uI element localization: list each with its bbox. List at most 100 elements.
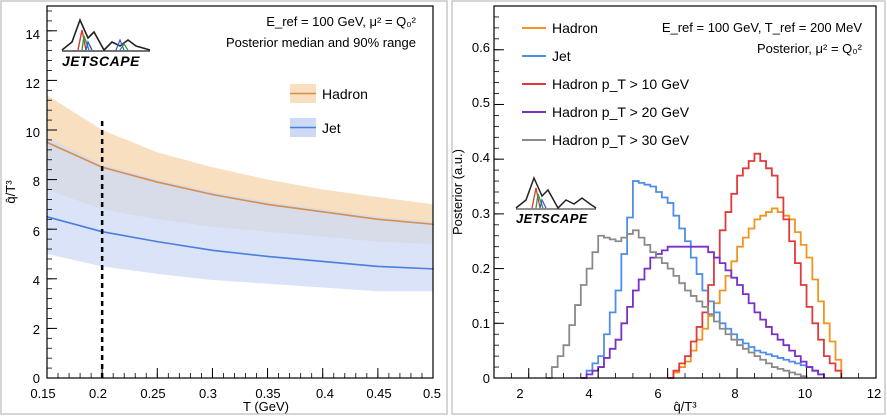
right-axes-layer: [494, 16, 877, 379]
jet-band: [47, 137, 433, 292]
hadron-median-point: [156, 181, 159, 183]
right-ytick-label-3: 0.3: [472, 206, 490, 221]
right-ytick-label-4: 0.4: [472, 150, 490, 165]
jet-histogram-point: [649, 185, 651, 188]
left-ytick-label-1: 2: [33, 322, 40, 337]
right-xtick-label-1: 4: [585, 386, 592, 401]
legend-label-hadron-pt30: Hadron p_T > 30 GeV: [552, 132, 690, 148]
hadron-p-t-30-gev-histogram-point: [614, 240, 617, 242]
left-ytick-label-7: 14: [26, 27, 40, 42]
hadron-p-t-10-gev-histogram-point: [701, 311, 704, 314]
left-bands-layer: [47, 95, 433, 292]
hadron-histogram-point: [701, 328, 704, 330]
hadron-p-t-20-gev-histogram-point: [736, 284, 738, 286]
hadron-p-t-30-gev-histogram-point: [701, 306, 704, 308]
hadron-p-t-10-gev-histogram-point: [753, 153, 756, 155]
right-chart: 2 4 6 8 10 12 0 0.1 0.2 0.3 0.4 0.5 0.6 …: [450, 5, 881, 414]
jet-histogram-point: [771, 355, 773, 357]
hadron-p-t-10-gev-histogram-point: [805, 306, 808, 308]
hadron-p-t-10-gev-histogram-point: [736, 174, 738, 177]
legend-label-hadron-right: Hadron: [552, 20, 598, 36]
hadron-p-t-20-gev-histogram-point: [771, 333, 773, 335]
hadron-p-t-10-gev-histogram-point: [788, 240, 790, 242]
hadron-p-t-30-gev-histogram-point: [649, 251, 651, 253]
left-chart: 0.15 0.2 0.25 0.3 0.35 0.4 0.45 0.5 0 2 …: [3, 5, 441, 414]
hadron-p-t-20-gev-histogram: [580, 245, 825, 379]
right-ytick-label-0: 0: [483, 371, 490, 386]
hadron-p-t-20-gev-histogram-point: [632, 289, 634, 292]
left-ytick-label-4: 8: [33, 174, 40, 189]
hadron-p-t-10-gev-histogram-point: [823, 355, 825, 357]
left-annotation-posterior: Posterior median and 90% range: [226, 35, 416, 50]
hadron-p-t-30-gev-histogram-point: [719, 328, 721, 330]
jet-median-line: [46, 216, 434, 270]
left-ytick-label-5: 10: [26, 125, 40, 140]
left-ytick-label-0: 0: [33, 371, 40, 386]
right-xtick-label-2: 6: [654, 386, 661, 401]
right-xtick-label-0: 2: [516, 386, 523, 401]
hadron-p-t-20-gev-histogram-point: [753, 311, 756, 314]
right-lines-layer: [545, 152, 843, 379]
hadron-p-t-10-gev-histogram-point: [771, 174, 773, 177]
left-ytick-label-2: 4: [33, 273, 40, 288]
hadron-p-t-30-gev-histogram-point: [788, 371, 790, 374]
hadron-histogram-point: [823, 322, 825, 324]
hadron-median-line: [46, 141, 434, 226]
hadron-p-t-30-gev-histogram-point: [736, 344, 738, 346]
left-xtick-label-4: 0.35: [255, 386, 280, 401]
hadron-p-t-30-gev-histogram-point: [580, 284, 582, 286]
left-xtick-label-2: 0.25: [140, 386, 165, 401]
left-plot-frame: [46, 5, 434, 379]
left-ytick-label-3: 6: [33, 224, 40, 239]
left-xtick-label-1: 0.2: [89, 386, 107, 401]
hadron-histogram-point: [771, 207, 773, 210]
hadron-p-t-30-gev-histogram-point: [632, 229, 634, 231]
left-xtick-label-5: 0.4: [316, 386, 334, 401]
jet-histogram-point: [788, 360, 790, 363]
jet-histogram-point: [614, 289, 617, 292]
jet-histogram-point: [632, 180, 634, 182]
right-x-axis-title: q̂/T³: [673, 399, 697, 414]
jet-median-point: [211, 249, 214, 252]
legend-label-hadron-pt10: Hadron p_T > 10 GeV: [552, 76, 690, 92]
hadron-p-t-20-gev-histogram-point: [719, 262, 721, 264]
hadron-median-point: [321, 211, 324, 213]
hadron-histogram-point: [736, 246, 738, 248]
legend-label-hadron: Hadron: [322, 86, 368, 102]
hadron-p-t-20-gev-histogram-point: [701, 246, 704, 248]
hadron-p-t-20-gev-histogram-point: [805, 366, 808, 368]
hadron-median-point: [266, 203, 269, 206]
hadron-p-t-30-gev-histogram-point: [771, 366, 773, 368]
left-xtick-label-0: 0.15: [30, 386, 55, 401]
right-ytick-label-2: 0.2: [472, 261, 490, 276]
jet-median-point: [156, 240, 159, 243]
hadron-histogram-point: [805, 256, 808, 259]
right-ytick-label-5: 0.5: [472, 95, 490, 110]
hadron-p-t-30-gev-histogram-point: [597, 235, 599, 237]
jet-histogram-point: [701, 289, 704, 292]
hadron-p-t-20-gev-histogram-point: [649, 256, 651, 259]
right-annotation-posterior: Posterior, μ² = Q₀²: [757, 41, 863, 56]
right-panel-frame: [451, 0, 886, 415]
legend-label-jet: Jet: [322, 120, 341, 136]
hadron-p-t-20-gev-histogram-point: [788, 349, 790, 352]
left-y-axis-title: q̂/T³: [3, 180, 18, 204]
legend-label-hadron-pt20: Hadron p_T > 20 GeV: [552, 104, 690, 120]
hadron-p-t-30-gev-histogram-point: [684, 289, 686, 292]
right-annotation-reference: E_ref = 100 GeV, T_ref = 200 MeV: [662, 20, 863, 35]
hadron-p-t-30-gev-histogram-point: [666, 267, 669, 270]
hadron-p-t-20-gev-histogram-point: [614, 339, 617, 341]
logo-wordmark-right: JETSCAPE: [516, 211, 588, 226]
left-ytick-label-6: 12: [26, 76, 40, 91]
hadron-p-t-30-gev-histogram-point: [753, 355, 756, 357]
hadron-median-point: [211, 193, 214, 196]
hadron-median-point: [377, 218, 379, 221]
left-xtick-label-6: 0.45: [366, 386, 391, 401]
hadron-histogram-point: [719, 289, 721, 292]
hadron-p-t-20-gev-histogram-point: [684, 246, 686, 248]
left-xtick-label-3: 0.3: [199, 386, 217, 401]
right-xtick-label-3: 8: [731, 386, 738, 401]
hadron-p-t-20-gev-histogram-point: [597, 366, 599, 368]
jet-histogram-point: [753, 349, 756, 352]
